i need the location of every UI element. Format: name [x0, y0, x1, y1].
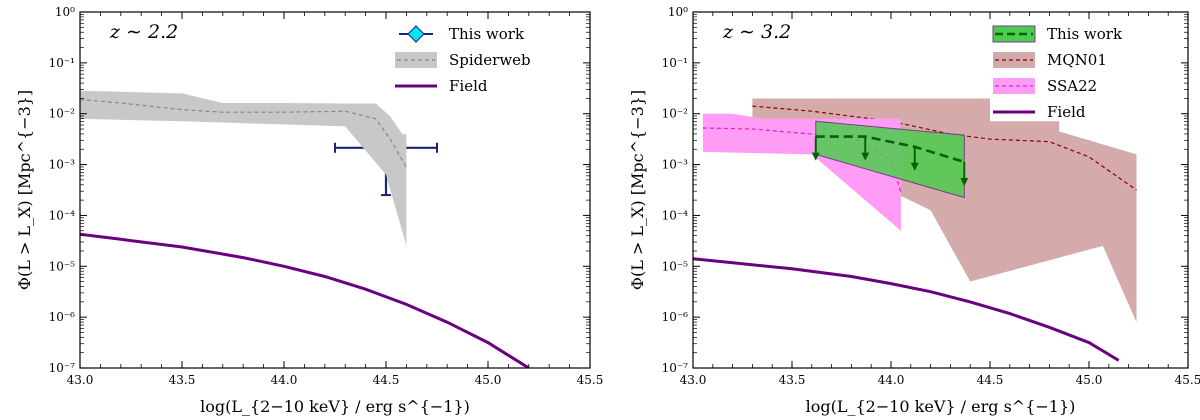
y-tick-label: 10⁻¹	[662, 56, 688, 70]
x-axis-label: log(L_{2−10 keV} / erg s^{−1})	[806, 397, 1076, 416]
legend-entry: This work	[992, 25, 1123, 43]
legend-label: MQN01	[1047, 51, 1107, 69]
y-axis-label: Φ(L > L_X) [Mpc^{−3}]	[628, 90, 647, 290]
panel-right: 43.0 43.5 44.0 44.5 45.0 45.5 10⁻⁷ 10⁻⁶ 10⁻⁵ 10⁻⁴…	[628, 5, 1200, 416]
x-tick-label: 44.0	[878, 373, 905, 387]
x-tick-label: 43.0	[67, 373, 94, 387]
legend-label: Spiderweb	[449, 51, 531, 69]
y-tick-label: 10⁻⁶	[662, 310, 689, 324]
y-tick-label: 10⁻⁴	[662, 208, 689, 222]
redshift-annotation: z ∼ 2.2	[109, 21, 178, 43]
upper-limit-arrowhead	[910, 162, 919, 171]
x-tick-label: 43.0	[680, 373, 707, 387]
panel-left: 43.0 43.5 44.0 44.5 45.0 45.5 10⁻⁷ 10⁻⁶ 10⁻⁵ 10⁻⁴…	[15, 5, 603, 416]
y-tick-label: 10⁻⁵	[49, 259, 76, 273]
upper-limit-arrowhead	[811, 152, 820, 161]
y-tick-label: 10⁻¹	[49, 56, 75, 70]
line-this-work	[815, 135, 965, 164]
legend-entry: This work	[399, 25, 525, 43]
legend-band-swatch	[993, 52, 1035, 68]
y-tick-label: 10⁻⁴	[49, 208, 76, 222]
legend-label: Field	[449, 77, 488, 95]
legend-entry: MQN01	[993, 51, 1107, 69]
x-tick-label: 45.5	[577, 373, 604, 387]
legend-entry: Field	[993, 103, 1086, 121]
x-tick-label: 43.5	[779, 373, 806, 387]
legend-label: SSA22	[1047, 77, 1097, 95]
y-tick-label: 10⁻⁷	[49, 361, 76, 375]
axes-frame	[692, 11, 1189, 369]
x-tick-label: 43.5	[169, 373, 196, 387]
plot-area	[693, 98, 1137, 362]
axes-frame	[79, 11, 591, 369]
y-tick-label: 10⁻²	[662, 107, 689, 121]
legend-entry: Spiderweb	[395, 51, 531, 69]
y-tick-label: 10⁻⁶	[49, 310, 76, 324]
y-tick-label: 10⁻³	[49, 158, 76, 172]
y-tick-label: 10⁰	[668, 5, 688, 19]
y-tick-label: 10⁻⁷	[662, 361, 689, 375]
legend-band-swatch	[395, 52, 437, 68]
x-tick-label: 45.0	[475, 373, 502, 387]
upper-limit-arrowhead	[861, 152, 870, 161]
legend-label: This work	[449, 25, 525, 43]
upper-limit-arrowhead	[960, 178, 969, 187]
y-tick-label: 10⁻⁵	[662, 259, 689, 273]
x-axis-label: log(L_{2−10 keV} / erg s^{−1})	[200, 397, 470, 416]
y-tick-label: 10⁰	[55, 5, 75, 19]
band-spiderweb	[80, 90, 407, 246]
y-tick-label: 10⁻³	[662, 158, 689, 172]
legend-label: Field	[1047, 103, 1086, 121]
legend-label: This work	[1047, 25, 1123, 43]
line-spiderweb	[80, 98, 407, 168]
x-tick-label: 45.5	[1175, 373, 1200, 387]
x-tick-label: 45.0	[1076, 373, 1103, 387]
line-field	[693, 257, 1120, 362]
redshift-annotation: z ∼ 3.2	[722, 21, 791, 43]
x-tick-label: 44.5	[373, 373, 400, 387]
legend-band-swatch	[993, 78, 1035, 94]
y-tick-label: 10⁻²	[49, 107, 76, 121]
x-tick-label: 44.0	[271, 373, 298, 387]
y-axis-label: Φ(L > L_X) [Mpc^{−3}]	[15, 90, 34, 290]
x-tick-label: 44.5	[977, 373, 1004, 387]
legend-entry: Field	[395, 77, 488, 95]
legend-point-marker	[407, 25, 425, 43]
line-field	[80, 232, 530, 368]
line-mqn01	[752, 105, 1137, 191]
legend-entry: SSA22	[993, 77, 1097, 95]
plot-area	[80, 90, 530, 368]
